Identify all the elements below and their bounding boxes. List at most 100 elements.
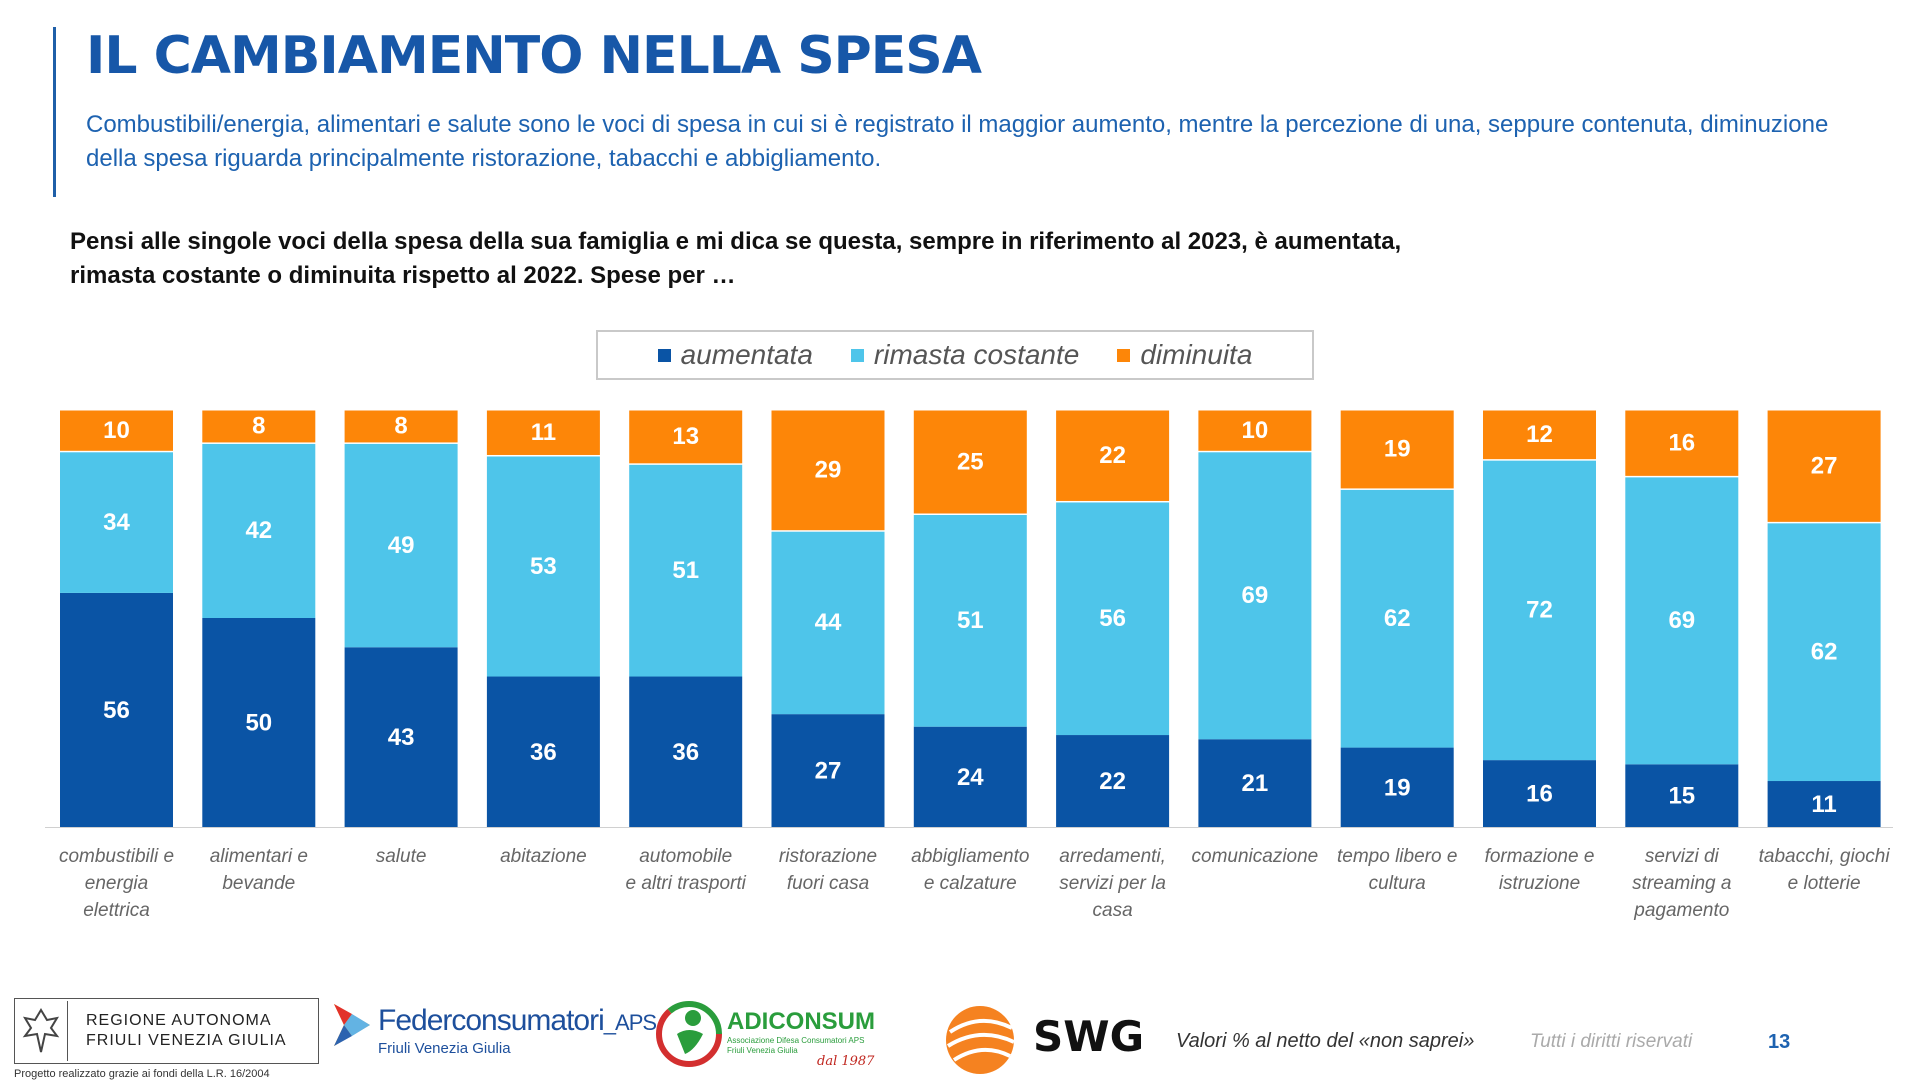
bar-segment-rimasta-costante: [344, 443, 458, 648]
data-label-diminuita: 10: [103, 417, 130, 444]
data-label-aumentata: 19: [1384, 774, 1411, 801]
data-label-rimasta-costante: 56: [1099, 605, 1126, 632]
category-label: istruzione: [1499, 873, 1580, 894]
bar-segment-aumentata: [771, 714, 885, 827]
data-label-rimasta-costante: 53: [530, 553, 557, 580]
data-label-rimasta-costante: 49: [388, 532, 415, 559]
data-label-aumentata: 43: [388, 724, 415, 751]
legend-swatch-aumentata: [657, 348, 671, 362]
category-label: salute: [376, 846, 427, 867]
federconsumatori-name-text: Federconsumatori: [378, 1004, 605, 1037]
bar-segment-diminuita: [1198, 410, 1312, 451]
data-label-aumentata: 22: [1099, 768, 1126, 795]
data-label-aumentata: 21: [1242, 770, 1269, 797]
category-label: formazione e: [1485, 846, 1595, 867]
bar-segment-rimasta-costante: [1340, 489, 1454, 748]
bar-segment-aumentata: [1767, 781, 1881, 827]
data-label-aumentata: 16: [1526, 781, 1553, 808]
category-label: comunicazione: [1192, 846, 1319, 867]
bar-segment-aumentata: [1340, 747, 1454, 827]
category-label: fuori casa: [787, 873, 869, 894]
regione-name-line-1: REGIONE AUTONOMA: [86, 1012, 272, 1029]
data-label-rimasta-costante: 62: [1384, 605, 1411, 632]
data-label-diminuita: 19: [1384, 436, 1411, 463]
category-label: tempo libero e: [1337, 846, 1457, 867]
rights-reserved: Tutti i diritti riservati: [1530, 1031, 1693, 1052]
bar-segment-diminuita: [913, 410, 1027, 514]
federconsumatori-suffix: _APS: [603, 1010, 657, 1035]
bar-segment-rimasta-costante: [1198, 452, 1312, 740]
data-label-diminuita: 8: [394, 413, 407, 440]
data-label-diminuita: 16: [1668, 429, 1695, 456]
data-label-diminuita: 27: [1811, 452, 1838, 479]
legend-swatch-diminuita: [1117, 348, 1131, 362]
page-subtitle: Combustibili/energia, alimentari e salut…: [86, 111, 1829, 172]
bar-segment-diminuita: [1056, 410, 1170, 501]
data-label-rimasta-costante: 51: [957, 607, 984, 634]
category-label: combustibili e: [59, 846, 174, 867]
bar-segment-diminuita: [771, 410, 885, 531]
regione-fvg-logo: REGIONE AUTONOMA FRIULI VENEZIA GIULIA: [14, 998, 319, 1064]
bar-segment-aumentata: [629, 676, 743, 827]
category-label: servizi per la: [1059, 873, 1166, 894]
bar-segment-rimasta-costante: [60, 452, 173, 593]
data-label-aumentata: 36: [530, 739, 557, 766]
adiconsum-emblem-icon: [656, 1001, 722, 1067]
category-label: abitazione: [500, 846, 587, 867]
legend-item-rimasta-costante: rimasta costante: [850, 339, 1079, 371]
data-label-rimasta-costante: 62: [1811, 638, 1838, 665]
data-label-aumentata: 15: [1668, 783, 1695, 810]
legend-label-aumentata: aumentata: [680, 339, 813, 370]
bar-segment-rimasta-costante: [1483, 460, 1596, 761]
federconsumatori-arrow-icon: [334, 1004, 370, 1046]
data-label-rimasta-costante: 44: [815, 609, 842, 636]
category-label: streaming a: [1632, 873, 1731, 894]
data-label-aumentata: 11: [1811, 791, 1836, 818]
data-label-rimasta-costante: 69: [1242, 582, 1269, 609]
category-label: servizi di: [1645, 846, 1720, 867]
bar-segment-rimasta-costante: [913, 515, 1027, 727]
eagle-emblem-icon: [15, 1001, 68, 1061]
federconsumatori-logo: Federconsumatori_APS Friuli Venezia Giul…: [330, 1000, 657, 1060]
chart-legend: aumentata rimasta costante diminuita: [596, 330, 1314, 380]
swg-logo: SWG: [940, 1002, 1144, 1074]
survey-question: Pensi alle singole voci della spesa dell…: [70, 228, 1402, 289]
bar-segment-aumentata: [486, 676, 600, 827]
category-label: energia: [85, 873, 148, 894]
data-label-aumentata: 50: [245, 710, 272, 737]
bar-segment-diminuita: [629, 410, 743, 464]
bar-segment-diminuita: [1483, 410, 1596, 460]
data-label-diminuita: 8: [252, 413, 265, 440]
bar-segment-aumentata: [60, 592, 173, 827]
bar-segment-diminuita: [202, 410, 316, 443]
category-label: e lotterie: [1788, 873, 1861, 894]
category-label: e calzature: [924, 873, 1017, 894]
legend-label-diminuita: diminuita: [1140, 339, 1253, 370]
data-label-diminuita: 10: [1242, 417, 1269, 444]
category-label: automobile: [639, 846, 732, 867]
bar-segment-diminuita: [486, 410, 600, 455]
bar-segment-rimasta-costante: [1767, 523, 1881, 782]
data-label-diminuita: 11: [531, 419, 556, 446]
data-label-diminuita: 13: [672, 423, 699, 450]
title-accent-line: [53, 27, 56, 197]
stacked-bar-chart: 56 34 10 combustibili e energia elettrica 50 42…: [45, 410, 1893, 921]
bar-segment-aumentata: [1483, 760, 1596, 827]
legend-item-aumentata: aumentata: [657, 339, 813, 371]
regione-name: REGIONE AUTONOMA FRIULI VENEZIA GIULIA: [68, 1011, 287, 1051]
category-label: pagamento: [1633, 900, 1729, 921]
bar-segment-aumentata: [1625, 764, 1739, 827]
category-label: abbigliamento: [911, 846, 1029, 867]
swg-globe-icon: [946, 1006, 1015, 1074]
data-label-aumentata: 36: [672, 739, 699, 766]
bar-segment-aumentata: [1056, 735, 1170, 827]
footer-logos: REGIONE AUTONOMA FRIULI VENEZIA GIULIA P…: [0, 990, 1920, 1080]
data-label-rimasta-costante: 34: [103, 509, 130, 536]
category-label: cultura: [1369, 873, 1426, 894]
bar-segment-rimasta-costante: [771, 531, 885, 715]
swg-name: SWG: [1033, 1012, 1145, 1061]
category-label: e altri trasporti: [626, 873, 747, 894]
values-note: Valori % al netto del «non saprei»: [1176, 1030, 1475, 1052]
category-label: elettrica: [83, 900, 150, 921]
bar-segment-diminuita: [1625, 410, 1739, 476]
